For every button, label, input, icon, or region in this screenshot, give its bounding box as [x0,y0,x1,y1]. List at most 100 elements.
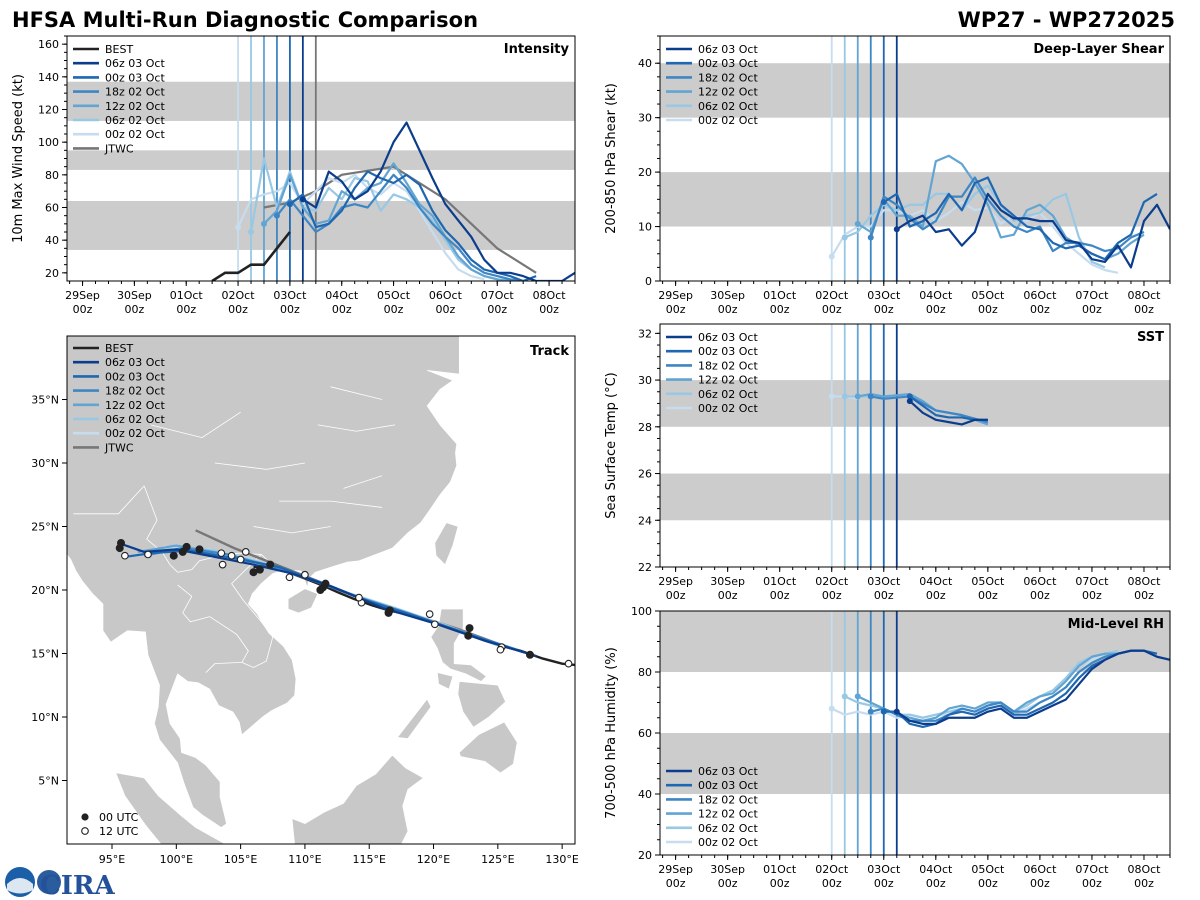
x-tick-label: 29Sep [658,575,693,588]
x-tick-label: 01Oct [763,863,797,876]
x-tick-label: 02Oct [815,863,849,876]
marker-legend-00utc-symbol [81,813,89,821]
series-start-point-18z-02-oct [867,708,874,715]
lat-tick-label: 10°N [31,711,59,724]
y-axis-label: 700-500 hPa Humidity (%) [604,647,619,819]
x-tick-label: 00z [666,303,686,316]
legend-label-00z-03-oct: 00z 03 Oct [105,370,165,383]
x-tick-label: 00z [978,877,998,890]
y-tick-label: 40 [638,788,652,801]
marker-00utc [115,544,124,553]
x-tick-label: 00z [487,303,507,316]
intensity-band [660,473,1170,521]
marker-12utc [285,573,294,582]
x-tick-label: 00z [770,877,790,890]
x-tick-label: 00z [228,303,248,316]
series-line-06z-03-oct [896,649,1170,725]
x-tick-label: 30Sep [710,289,745,302]
intensity-band [660,380,1170,427]
x-tick-label: 06Oct [429,289,463,302]
legend-label-00z-03-oct: 00z 03 Oct [105,71,165,84]
y-tick-label: 32 [638,327,652,340]
y-tick-label: 28 [638,421,652,434]
marker-12utc [564,659,573,668]
x-tick-label: 05Oct [971,863,1005,876]
y-tick-label: 40 [638,57,652,70]
marker-00utc [255,565,264,574]
legend-label-12z-02-oct: 12z 02 Oct [105,100,165,113]
legend-label-06z-03-oct: 06z 03 Oct [698,331,758,344]
lat-tick-label: 15°N [31,648,59,661]
y-tick-label: 26 [638,468,652,481]
x-tick-label: 00z [280,303,300,316]
series-start-point-12z-02-oct [260,220,267,227]
best-track-line [211,231,291,281]
legend-label-00z-02-oct: 00z 02 Oct [698,114,758,127]
legend-label-18z-02-oct: 18z 02 Oct [698,793,758,806]
x-tick-label: 00z [874,303,894,316]
x-tick-label: 04Oct [325,289,359,302]
y-tick-label: 30 [638,374,652,387]
y-tick-label: 40 [45,234,59,247]
series-start-point-06z-02-oct [841,393,848,400]
storm-id: WP27 - WP272025 [958,8,1175,32]
border-line [214,462,305,470]
series-start-point-00z-03-oct [906,393,913,400]
x-tick-label: 07Oct [1075,863,1109,876]
x-tick-label: 03Oct [867,575,901,588]
figure-title: HFSA Multi-Run Diagnostic Comparison [12,8,478,32]
marker-00utc [178,547,187,556]
x-tick-label: 05Oct [377,289,411,302]
land-mass [396,698,432,739]
series-line-12z-02-oct [263,162,511,281]
plot-area [660,36,1170,281]
y-axis-label: 10m Max Wind Speed (kt) [11,74,26,243]
x-tick-label: 07Oct [1075,289,1109,302]
x-tick-label: 06Oct [1023,863,1057,876]
legend-label-06z-03-oct: 06z 03 Oct [698,765,758,778]
y-tick-label: 22 [638,561,652,574]
x-tick-label: 03Oct [867,289,901,302]
series-start-point-12z-02-oct [854,693,861,700]
marker-00utc [316,586,325,595]
legend-label-06z-02-oct: 06z 02 Oct [105,413,165,426]
x-tick-label: 00z [718,589,738,602]
panel-title: Track [530,344,569,359]
shear-panel: 01020304029Sep00z30Sep00z01Oct00z02Oct00… [604,35,1171,316]
x-tick-label: 00z [718,303,738,316]
legend-label-best: BEST [105,342,133,355]
marker-12utc [301,570,309,579]
series-start-point-00z-03-oct [880,199,887,206]
intensity-band [660,172,1170,227]
plot-area [660,324,1170,567]
series-start-point-18z-02-oct [273,212,280,219]
land-mass [291,754,424,844]
y-tick-label: 60 [45,202,59,215]
marker-12utc [217,549,226,558]
series-line-06z-03-oct [896,192,1170,269]
x-tick-label: 00z [770,303,790,316]
series-start-point-06z-03-oct [893,226,900,233]
series-start-point-06z-02-oct [841,234,848,241]
marker-12utc [425,610,434,618]
legend-label-12z-02-oct: 12z 02 Oct [698,808,758,821]
x-tick-label: 03Oct [273,289,307,302]
marker-12utc [227,551,236,560]
x-tick-label: 01Oct [170,289,204,302]
legend-label-06z-02-oct: 06z 02 Oct [105,114,165,127]
y-tick-label: 30 [638,112,652,125]
series-start-point-12z-02-oct [854,393,861,400]
panel-title: Intensity [504,42,570,57]
y-tick-label: 0 [645,275,652,288]
legend-label-jtwc: JTWC [104,142,134,155]
lon-tick-label: 120°E [417,853,450,866]
x-tick-label: 01Oct [763,289,797,302]
x-tick-label: 05Oct [971,575,1005,588]
sst-panel: 22242628303229Sep00z30Sep00z01Oct00z02Oc… [604,323,1171,602]
x-tick-label: 00z [822,303,842,316]
x-tick-label: 30Sep [117,289,152,302]
series-start-point-06z-03-oct [299,196,306,203]
y-tick-label: 24 [638,514,652,527]
land-mass [437,672,454,690]
